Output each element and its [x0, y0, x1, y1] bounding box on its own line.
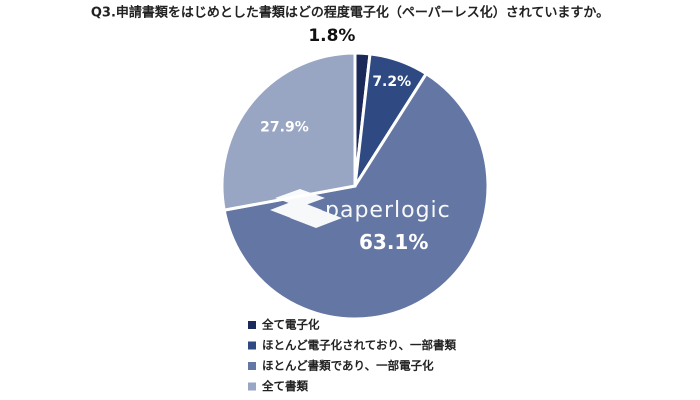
logo-layer — [270, 200, 322, 220]
pie: 1.8% 7.2% 63.1% 27.9% — [220, 26, 490, 321]
legend-label: 全て電子化 — [261, 318, 320, 332]
logo-layer — [275, 189, 325, 207]
watermark: paperlogic — [325, 198, 451, 223]
data-label: 1.8% — [308, 26, 355, 46]
legend: 全て電子化ほとんど電子化されており、一部書類ほとんど書類であり、一部電子化全て書… — [248, 318, 457, 393]
data-label: 63.1% — [359, 230, 428, 254]
pie-slice — [220, 51, 357, 212]
legend-swatch — [248, 362, 256, 370]
legend-swatch — [248, 341, 256, 350]
legend-label: ほとんど電子化されており、一部書類 — [262, 338, 457, 352]
chart-title: Q3.申請書類をはじめとした書類はどの程度電子化（ペーパーレス化）されていますか… — [91, 5, 609, 21]
data-label: 7.2% — [372, 74, 411, 90]
pie-slice — [222, 71, 490, 321]
logo: paperlogic — [270, 189, 451, 228]
legend-swatch — [248, 382, 256, 391]
legend-label: 全て書類 — [261, 379, 308, 393]
legend-swatch — [248, 321, 256, 329]
data-label: 27.9% — [260, 119, 309, 135]
legend-label: ほとんど書類であり、一部電子化 — [262, 359, 434, 373]
